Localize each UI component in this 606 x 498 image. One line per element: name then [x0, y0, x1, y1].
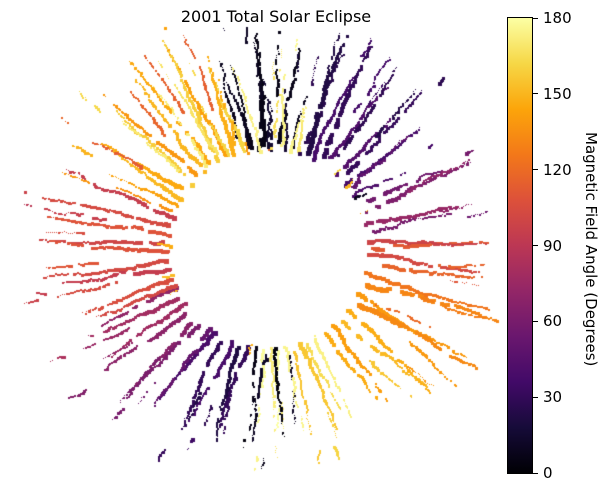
colorbar-tick-label: 0 [543, 464, 553, 482]
colorbar-tick-label: 120 [543, 160, 572, 179]
colorbar-tick [533, 93, 538, 95]
colorbar-tick [533, 396, 538, 398]
colorbar-tick [533, 320, 538, 322]
colorbar-tick-label: 180 [543, 9, 572, 27]
colorbar [507, 17, 533, 474]
colorbar-tick [533, 17, 538, 19]
colorbar-tick [533, 245, 538, 246]
colorbar-gradient [508, 18, 532, 473]
colorbar-tick-label: 150 [543, 84, 572, 103]
colorbar-tick [533, 472, 538, 474]
colorbar-tick-label: 60 [543, 312, 563, 331]
colorbar-tick-label: 90 [543, 236, 563, 255]
colorbar-tick [533, 169, 538, 171]
colorbar-label: Magnetic Field Angle (Degrees) [582, 131, 600, 367]
colorbar-tick-label: 30 [543, 388, 563, 407]
